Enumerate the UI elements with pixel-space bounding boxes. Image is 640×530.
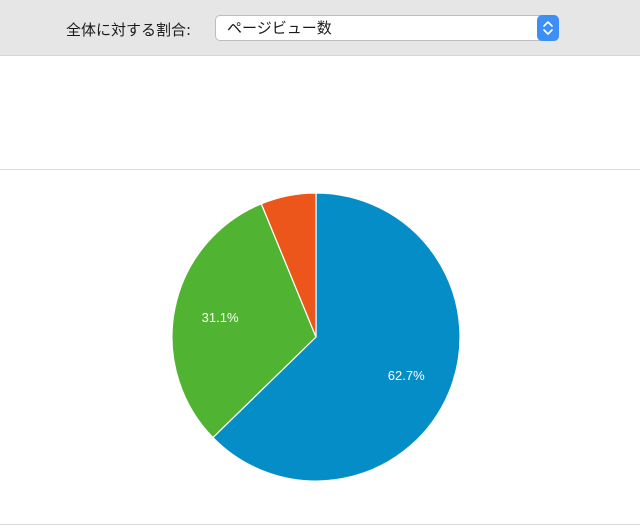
blank-panel: [0, 56, 640, 169]
pie-slice-0[interactable]: [212, 192, 461, 482]
select-stepper-icon[interactable]: [537, 15, 559, 41]
divider: [0, 169, 640, 170]
pie-slice-label-0: 62.7%: [388, 368, 425, 383]
divider-bottom: [0, 524, 640, 525]
pie-slice-label-1: 31.1%: [202, 310, 239, 325]
pie-slice-2[interactable]: [260, 192, 317, 338]
pie-chart: 62.7% 31.1%: [0, 170, 640, 524]
pie-slice-1[interactable]: [171, 203, 317, 439]
metric-select[interactable]: ページビュー数: [215, 15, 559, 41]
percentage-of-total-label: 全体に対する割合:: [66, 21, 192, 39]
toolbar: 全体に対する割合: ページビュー数: [0, 0, 640, 56]
pie-chart-svg: 62.7% 31.1%: [171, 192, 461, 482]
metric-select-value: ページビュー数: [227, 19, 332, 37]
